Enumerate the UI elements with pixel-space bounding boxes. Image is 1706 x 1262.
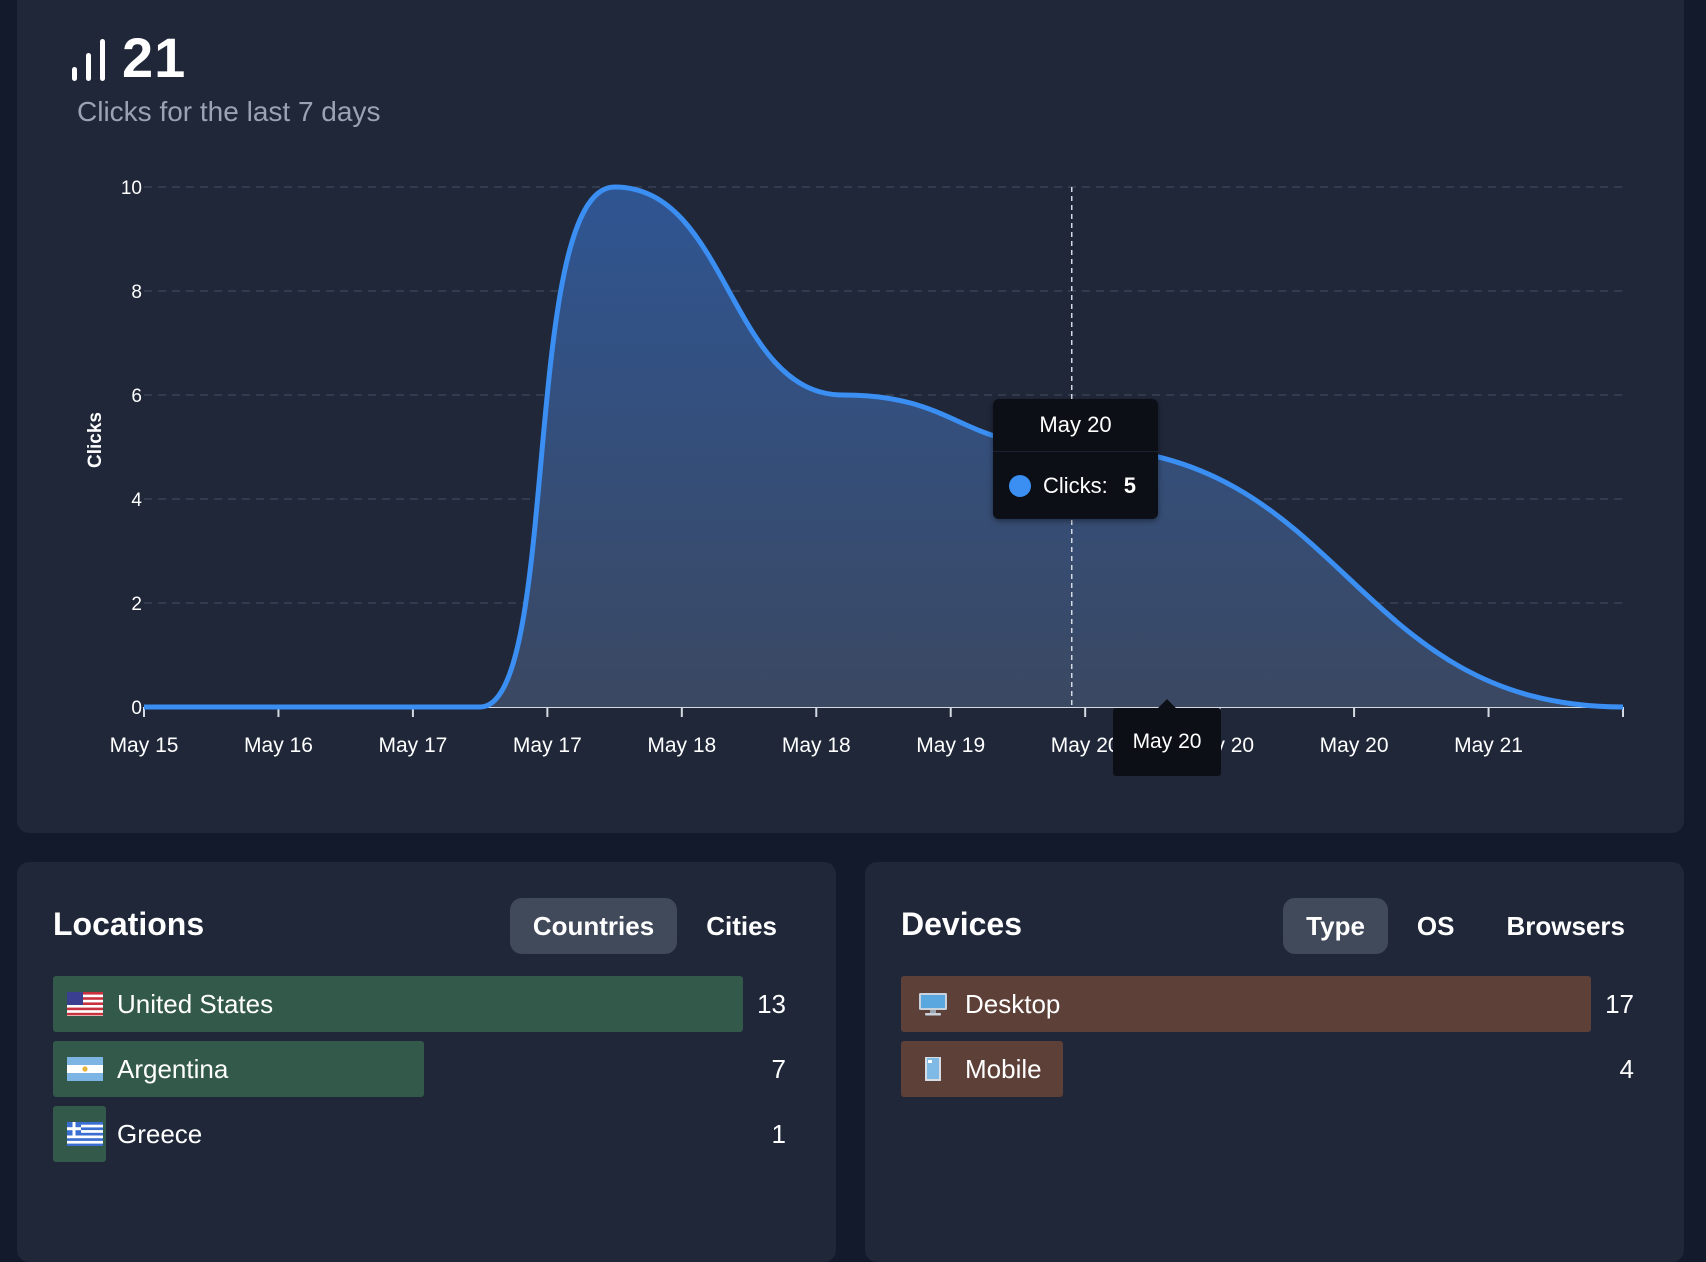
y-tick-label: 8 bbox=[131, 282, 142, 303]
flag-us-icon bbox=[67, 992, 103, 1016]
flag-gr-icon bbox=[67, 1122, 103, 1146]
devices-list: Desktop 17 Mobile 4 bbox=[901, 976, 1648, 1106]
clicks-area-chart[interactable]: 0 2 4 6 8 10 Clicks May 15 May 16 May 17 May 17 May… bbox=[17, 0, 1684, 833]
x-tick-label: May 18 bbox=[647, 734, 716, 757]
series-area-clicks bbox=[144, 187, 1623, 707]
tab-cities[interactable]: Cities bbox=[706, 911, 777, 941]
x-tick-label: May 15 bbox=[110, 734, 179, 757]
location-bar bbox=[53, 976, 743, 1032]
location-count: 1 bbox=[771, 1119, 786, 1149]
total-clicks-value: 21 bbox=[122, 26, 187, 89]
locations-tabs: Countries Cities bbox=[509, 898, 800, 954]
device-count: 17 bbox=[1605, 989, 1634, 1019]
x-tick-label: May 20 bbox=[1320, 734, 1389, 757]
tab-type[interactable]: Type bbox=[1283, 898, 1388, 954]
x-tick-label: May 20 bbox=[1051, 734, 1120, 757]
list-item[interactable]: Argentina 7 bbox=[53, 1041, 800, 1097]
list-item[interactable]: United States 13 bbox=[53, 976, 800, 1032]
locations-list: United States 13 Argentina 7 bbox=[53, 976, 800, 1171]
location-name: United States bbox=[117, 989, 274, 1019]
device-count: 4 bbox=[1619, 1054, 1634, 1084]
tooltip-series-dot bbox=[1009, 475, 1031, 497]
x-tick-label: May 18 bbox=[782, 734, 851, 757]
location-name: Greece bbox=[117, 1119, 203, 1149]
locations-title: Locations bbox=[53, 906, 205, 942]
tab-countries[interactable]: Countries bbox=[509, 898, 678, 954]
devices-tabs: Type OS Browsers bbox=[1283, 898, 1648, 954]
flag-ar-icon bbox=[67, 1057, 103, 1081]
x-tick-label: May 17 bbox=[513, 734, 582, 757]
x-tick-label: May 16 bbox=[244, 734, 313, 757]
y-tick-label: 4 bbox=[131, 490, 142, 511]
y-tick-label: 0 bbox=[131, 698, 142, 719]
x-tick-label: May 17 bbox=[378, 734, 447, 757]
device-bar bbox=[901, 976, 1591, 1032]
locations-card: Locations Countries Cities United States… bbox=[17, 862, 836, 1262]
x-tick-label: May 21 bbox=[1454, 734, 1523, 757]
axis-pointer-label: May 20 bbox=[1113, 708, 1221, 776]
tooltip-series-label: Clicks: bbox=[1043, 473, 1108, 498]
devices-title: Devices bbox=[901, 906, 1022, 942]
total-clicks-header: 21 bbox=[72, 30, 186, 86]
tooltip-title: May 20 bbox=[993, 399, 1158, 452]
location-count: 13 bbox=[757, 989, 786, 1019]
mobile-icon bbox=[925, 1057, 941, 1081]
device-name: Mobile bbox=[965, 1054, 1042, 1084]
list-item[interactable]: Greece 1 bbox=[53, 1106, 800, 1162]
chart-tooltip: May 20 Clicks: 5 bbox=[993, 399, 1158, 519]
tooltip-body: Clicks: 5 bbox=[993, 452, 1158, 519]
location-name: Argentina bbox=[117, 1054, 229, 1084]
series-line-clicks[interactable] bbox=[144, 184, 1624, 710]
tooltip-series-value: 5 bbox=[1123, 473, 1137, 498]
location-count: 7 bbox=[771, 1054, 786, 1084]
chart-subtitle: Clicks for the last 7 days bbox=[77, 96, 381, 127]
device-name: Desktop bbox=[965, 989, 1061, 1019]
tab-os[interactable]: OS bbox=[1416, 911, 1455, 941]
y-tick-label: 2 bbox=[131, 594, 142, 615]
x-tick-label: May 19 bbox=[916, 734, 985, 757]
desktop-icon bbox=[919, 993, 947, 1016]
devices-card: Devices Type OS Browsers Desktop 17 Mobi… bbox=[865, 862, 1684, 1262]
clicks-card: 21 Clicks for the last 7 days 0 2 4 6 8 10 Cli… bbox=[17, 0, 1684, 833]
list-item[interactable]: Desktop 17 bbox=[901, 976, 1648, 1032]
list-item[interactable]: Mobile 4 bbox=[901, 1041, 1648, 1097]
y-axis-label: Clicks bbox=[85, 412, 106, 468]
y-tick-label: 10 bbox=[121, 178, 142, 199]
tab-browsers[interactable]: Browsers bbox=[1506, 911, 1626, 941]
y-tick-label: 6 bbox=[131, 386, 142, 407]
bar-chart-icon bbox=[72, 39, 105, 81]
location-bar bbox=[53, 1041, 424, 1097]
